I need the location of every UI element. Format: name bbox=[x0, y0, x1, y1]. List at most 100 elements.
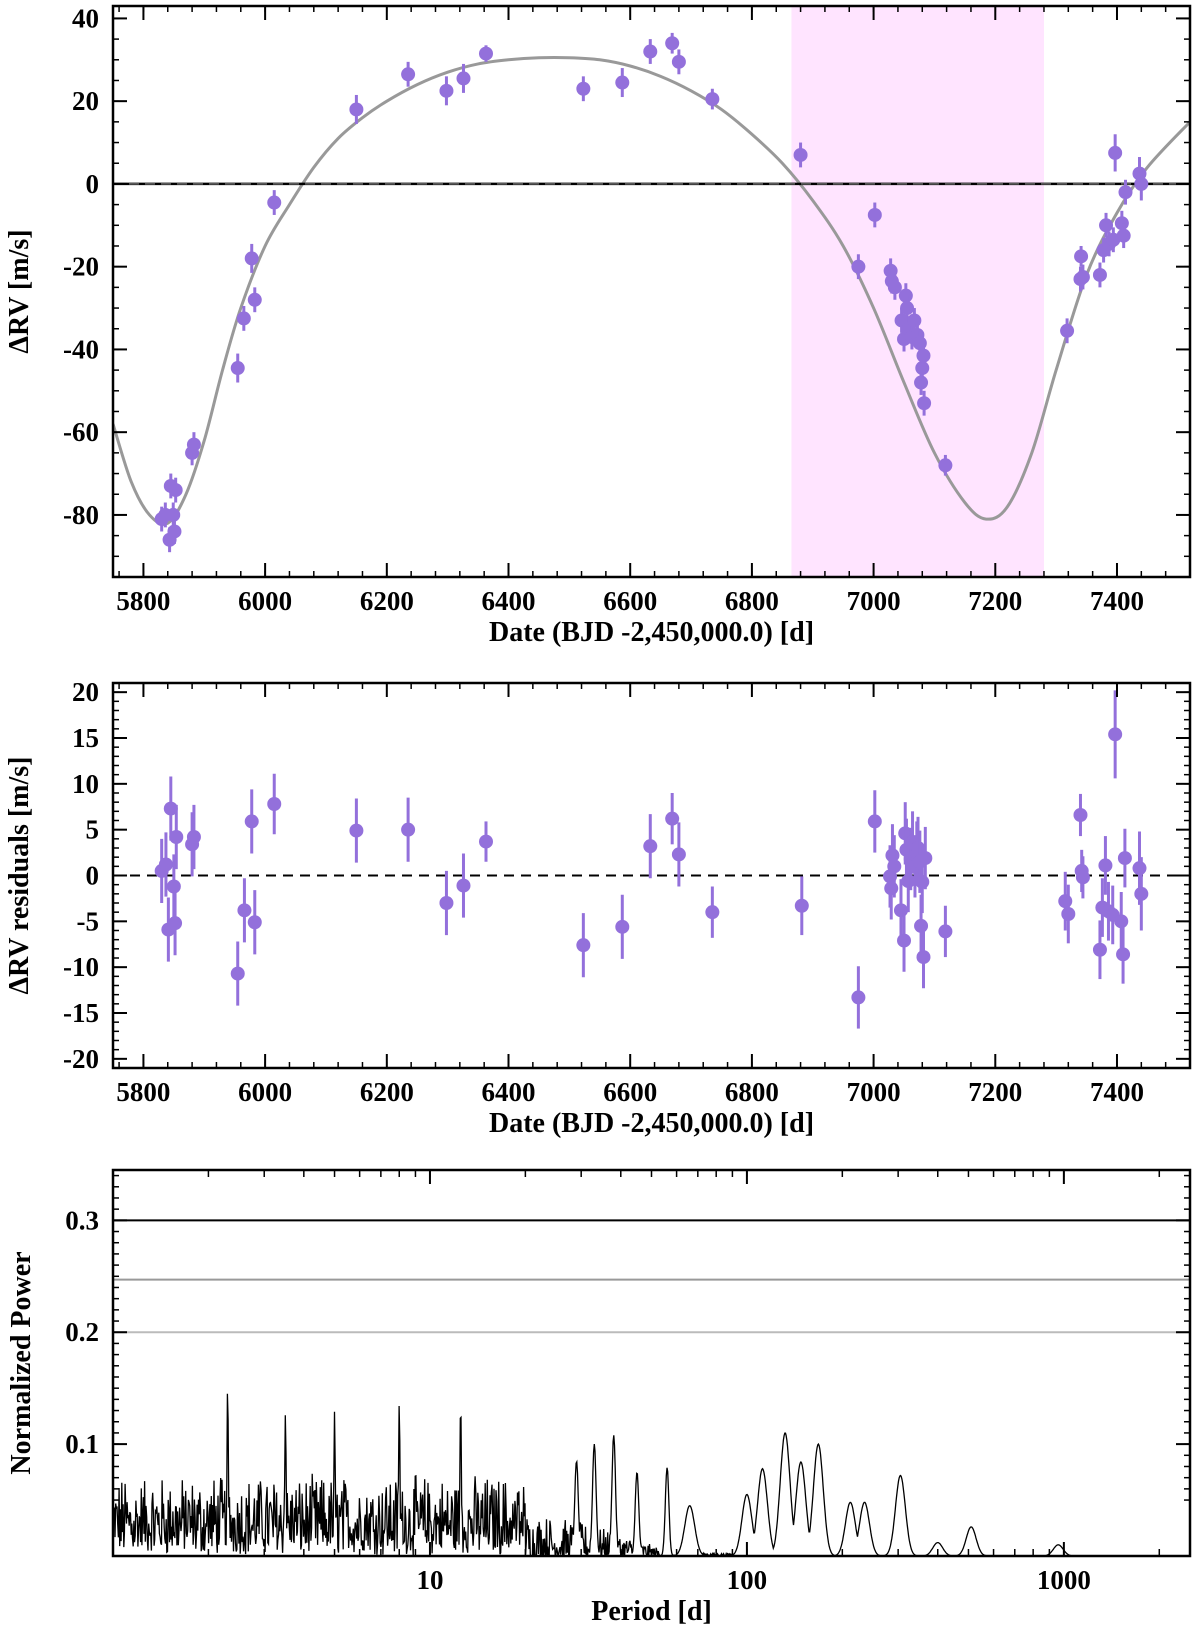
data-point bbox=[1108, 145, 1123, 160]
x-tick-label: 10 bbox=[416, 1565, 443, 1595]
y-tick-label: 15 bbox=[72, 723, 99, 753]
model-curve bbox=[113, 55, 1190, 526]
data-point bbox=[1118, 185, 1133, 200]
y-tick-label: 5 bbox=[86, 815, 100, 845]
data-point bbox=[401, 67, 416, 82]
data-point bbox=[1061, 907, 1076, 921]
x-tick-label: 6800 bbox=[725, 1077, 779, 1107]
data-point bbox=[851, 990, 866, 1005]
data-point bbox=[1058, 894, 1073, 909]
x-tick-label: 7000 bbox=[847, 1077, 901, 1107]
data-point bbox=[478, 46, 493, 61]
x-tick-label: 6200 bbox=[360, 1077, 414, 1107]
data-point bbox=[168, 916, 183, 931]
data-point bbox=[267, 195, 282, 210]
data-point bbox=[267, 797, 282, 811]
data-point bbox=[914, 918, 929, 933]
data-point bbox=[1134, 886, 1149, 901]
data-point bbox=[186, 437, 201, 452]
data-point bbox=[349, 823, 364, 838]
data-point bbox=[401, 822, 416, 837]
y-tick-label: -20 bbox=[63, 252, 99, 282]
y-tick-label: -15 bbox=[63, 998, 99, 1028]
y-axis-title: Normalized Power bbox=[6, 1251, 37, 1474]
data-point bbox=[793, 147, 808, 162]
data-point bbox=[938, 924, 953, 939]
x-tick-label: 6000 bbox=[238, 586, 292, 616]
x-tick-label: 6800 bbox=[725, 586, 779, 616]
data-point bbox=[914, 375, 929, 390]
data-point bbox=[1074, 249, 1089, 264]
data-point bbox=[1108, 727, 1123, 742]
data-point bbox=[615, 919, 630, 934]
data-point bbox=[1075, 270, 1090, 285]
major-ticks bbox=[113, 1170, 1190, 1556]
data-point bbox=[169, 830, 184, 844]
y-tick-label: 10 bbox=[72, 769, 99, 799]
data-point bbox=[167, 524, 182, 539]
y-tick-label: 40 bbox=[72, 3, 99, 33]
y-tick-label: 0 bbox=[86, 169, 100, 199]
data-point bbox=[893, 903, 908, 918]
data-point bbox=[478, 834, 493, 849]
data-point bbox=[1117, 851, 1132, 866]
x-tick-label: 5800 bbox=[116, 586, 170, 616]
x-axis-title: Date (BJD -2,450,000.0) [d] bbox=[489, 1108, 814, 1139]
data-point bbox=[900, 301, 915, 316]
data-point bbox=[867, 207, 882, 222]
data-point bbox=[851, 259, 866, 274]
x-tick-label: 1000 bbox=[1037, 1565, 1091, 1595]
data-point bbox=[439, 896, 454, 910]
y-tick-label: -40 bbox=[63, 334, 99, 364]
data-point bbox=[439, 83, 454, 98]
data-point bbox=[671, 54, 686, 69]
data-point bbox=[576, 81, 591, 96]
x-axis-title: Period [d] bbox=[591, 1596, 712, 1627]
x-tick-label: 7200 bbox=[968, 1077, 1022, 1107]
major-ticks bbox=[113, 6, 1190, 577]
y-tick-label: -80 bbox=[63, 500, 99, 530]
data-point bbox=[901, 874, 916, 888]
data-point bbox=[1099, 218, 1114, 233]
periodogram-trace bbox=[113, 1393, 1190, 1556]
data-point bbox=[885, 848, 900, 863]
data-point bbox=[230, 361, 245, 376]
data-points bbox=[154, 32, 1149, 553]
major-ticks bbox=[113, 683, 1190, 1068]
x-tick-label: 7200 bbox=[968, 586, 1022, 616]
data-point bbox=[615, 75, 630, 90]
data-point bbox=[1132, 861, 1147, 876]
data-point bbox=[887, 280, 902, 295]
x-tick-label: 7400 bbox=[1090, 1077, 1144, 1107]
data-point bbox=[665, 811, 680, 826]
plot-frame bbox=[111, 4, 1192, 579]
x-tick-label: 5800 bbox=[116, 1077, 170, 1107]
data-point bbox=[916, 950, 931, 965]
data-point bbox=[1092, 267, 1107, 282]
x-tick-label: 100 bbox=[727, 1565, 768, 1595]
data-point bbox=[897, 933, 912, 948]
data-point bbox=[705, 92, 720, 107]
data-point bbox=[456, 878, 471, 893]
y-axis-title: ΔRV [m/s] bbox=[4, 229, 35, 353]
x-axis-title: Date (BJD -2,450,000.0) [d] bbox=[489, 617, 814, 648]
data-point bbox=[247, 292, 262, 307]
data-point bbox=[794, 898, 809, 913]
y-tick-label: -10 bbox=[63, 952, 99, 982]
x-tick-label: 7000 bbox=[847, 586, 901, 616]
data-point bbox=[918, 851, 933, 866]
data-point bbox=[1075, 870, 1090, 885]
data-point bbox=[244, 251, 259, 266]
y-tick-label: 0 bbox=[86, 861, 100, 891]
data-point bbox=[576, 938, 591, 953]
data-point bbox=[236, 311, 251, 326]
data-point bbox=[1060, 323, 1075, 338]
data-point bbox=[1114, 914, 1129, 929]
data-point bbox=[938, 458, 953, 473]
data-point bbox=[1098, 858, 1113, 873]
x-tick-label: 7400 bbox=[1090, 586, 1144, 616]
data-point bbox=[166, 507, 181, 522]
data-point bbox=[643, 44, 658, 59]
data-point bbox=[1116, 228, 1131, 243]
